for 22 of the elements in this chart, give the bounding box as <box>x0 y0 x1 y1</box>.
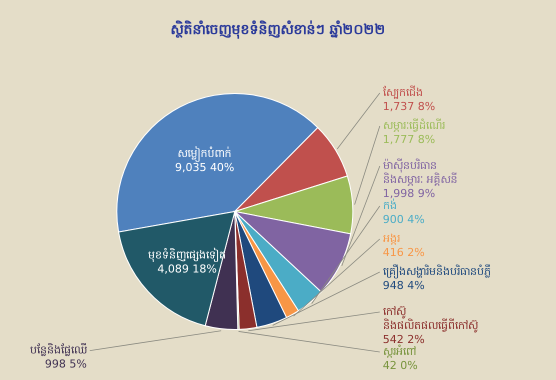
slice-label: គ្រឿងសង្ហារិមនិងបរិធានបំភ្លឺ <box>382 264 491 279</box>
slice-label: កៅស៊ូ និងផលិតផលធ្វើពីកៅស៊ូ <box>382 305 478 333</box>
slice-label: អង្ករ <box>382 232 400 245</box>
slice-label: ស្បែកជើង <box>382 85 423 99</box>
chart-title: ស្ថិតិនាំចេញមុខទំនិញសំខាន់ៗ ឆ្នាំ២០២២ <box>170 20 386 39</box>
data-label: 542 2% <box>382 333 425 346</box>
data-label: 1,998 9% <box>382 187 436 200</box>
slice-label: បន្លែនិងផ្លែឈើ <box>30 342 87 357</box>
data-label: 1,777 8% <box>382 133 436 146</box>
slice-label: សម្លៀកបំពាក់ <box>178 146 232 162</box>
data-label: 900 4% <box>382 213 425 226</box>
data-label: 9,035 40% <box>174 161 234 174</box>
data-label: 998 5% <box>44 358 87 371</box>
slice-label: ស្ករអំពៅ <box>382 344 416 358</box>
data-label: 416 2% <box>382 246 425 259</box>
slice-label: សម្ភារៈធ្វើដំណើរ <box>382 118 445 132</box>
slice-label: កង់ <box>382 198 397 212</box>
data-label: 1,737 8% <box>382 100 436 113</box>
data-label: 4,089 18% <box>157 262 217 276</box>
data-label: 42 0% <box>382 359 418 372</box>
data-label: 948 4% <box>382 279 425 292</box>
slice-label: ម៉ាស៊ីនបរិធាន និងសម្ភារៈ អគ្គិសនី <box>382 158 458 186</box>
